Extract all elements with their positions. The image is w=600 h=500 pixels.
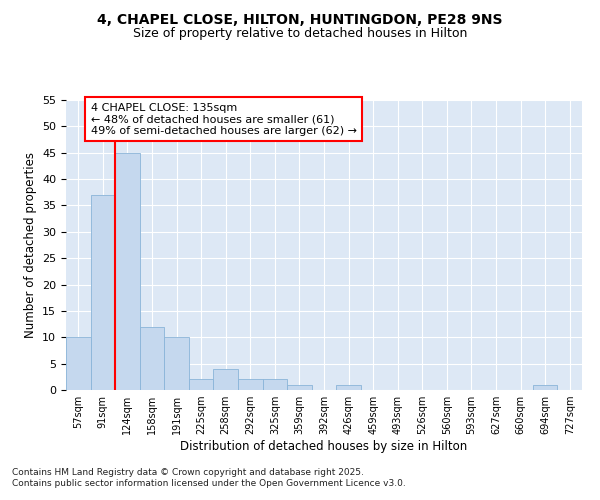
Bar xyxy=(66,338,91,390)
Y-axis label: Number of detached properties: Number of detached properties xyxy=(23,152,37,338)
Bar xyxy=(91,195,115,390)
Text: Size of property relative to detached houses in Hilton: Size of property relative to detached ho… xyxy=(133,28,467,40)
Text: 4 CHAPEL CLOSE: 135sqm
← 48% of detached houses are smaller (61)
49% of semi-det: 4 CHAPEL CLOSE: 135sqm ← 48% of detached… xyxy=(91,102,356,136)
Bar xyxy=(238,380,263,390)
Bar xyxy=(533,384,557,390)
Bar xyxy=(336,384,361,390)
Bar xyxy=(140,326,164,390)
Bar xyxy=(115,152,140,390)
Bar xyxy=(287,384,312,390)
X-axis label: Distribution of detached houses by size in Hilton: Distribution of detached houses by size … xyxy=(181,440,467,453)
Bar xyxy=(214,369,238,390)
Text: 4, CHAPEL CLOSE, HILTON, HUNTINGDON, PE28 9NS: 4, CHAPEL CLOSE, HILTON, HUNTINGDON, PE2… xyxy=(97,12,503,26)
Bar xyxy=(189,380,214,390)
Text: Contains HM Land Registry data © Crown copyright and database right 2025.
Contai: Contains HM Land Registry data © Crown c… xyxy=(12,468,406,487)
Bar xyxy=(164,338,189,390)
Bar xyxy=(263,380,287,390)
